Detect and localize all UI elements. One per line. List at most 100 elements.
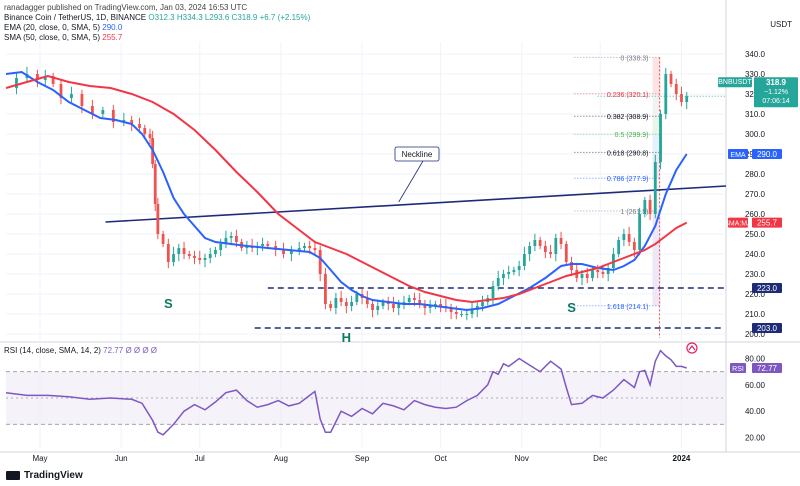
candle-body [203, 258, 207, 260]
candle-body [177, 248, 181, 254]
currency-label: USDT [770, 20, 792, 29]
ema-legend[interactable]: EMA (20, close, 0, SMA, 5) 290.0 [4, 23, 122, 32]
candle-body [324, 274, 327, 304]
x-tick-label: Oct [434, 454, 447, 463]
candle-body [313, 248, 317, 250]
candle-body [111, 110, 115, 122]
tag-value-box [752, 149, 782, 159]
candle-body [423, 304, 427, 308]
candle-body [15, 78, 18, 88]
candle-body [517, 266, 521, 270]
candle-body [632, 242, 636, 250]
rsi-tick-label: 20.00 [745, 433, 766, 442]
head-label: H [342, 330, 351, 345]
candle-body [685, 96, 689, 102]
axis-price-tag: SMA:MA 255.7 [724, 217, 782, 228]
axis-price-tag: EMA 290.0 [728, 149, 782, 159]
left-shoulder-label: S [164, 296, 173, 311]
candle-body [43, 76, 47, 80]
rsi-legend[interactable]: RSI (14, close, SMA, 14, 2) 72.77 Ø Ø Ø … [4, 346, 157, 355]
neckline[interactable]: Neckline [105, 146, 727, 223]
candle-body [143, 128, 147, 134]
sma-value: 255.7 [102, 33, 123, 42]
chart-annotations: S H S [164, 296, 698, 354]
bnbusdt-price-box [754, 77, 798, 108]
candle-body [182, 248, 186, 254]
candle-body [523, 254, 526, 266]
x-tick-label: Jul [195, 454, 205, 463]
candle-body [580, 274, 584, 278]
y-tick-label: 210.0 [745, 310, 766, 319]
candle-body [303, 246, 306, 248]
neckline-label: Neckline [402, 150, 433, 159]
bnbusdt-symbol: BNBUSDT [718, 79, 752, 86]
x-tick-label: Jun [115, 454, 128, 463]
fib-level-label: 0.5 (299.9) [615, 132, 649, 139]
candle-body [549, 252, 552, 254]
candle-body [449, 308, 453, 312]
candle-body [308, 246, 312, 248]
candle-body [502, 274, 505, 278]
publisher-line: ranadagger published on TradingView.com,… [4, 3, 248, 12]
candle-body [533, 240, 537, 246]
candle-body [224, 238, 228, 244]
tradingview-logo[interactable]: TradingView [6, 470, 83, 481]
tag-value: 203.0 [757, 324, 778, 333]
candle-body [392, 304, 395, 308]
candle-body [596, 270, 600, 272]
fib-band [652, 93, 661, 117]
candle-body [428, 306, 432, 308]
candle-body [282, 250, 285, 254]
candle-body [491, 286, 495, 298]
y-tick-label: 330.0 [745, 70, 766, 79]
candle-body [507, 272, 511, 274]
x-tick-label: May [32, 454, 47, 463]
tag-value-box [752, 323, 782, 333]
y-tick-label: 200.0 [745, 330, 766, 339]
fib-level-label: 1.618 (214.1) [607, 304, 649, 311]
candle-body [653, 162, 657, 214]
candle-body [512, 270, 516, 272]
fib-band [652, 134, 661, 153]
sma-legend[interactable]: SMA (50, close, 0, SMA, 5) 255.7 [4, 33, 122, 42]
fib-level-label: 1 (261.5) [621, 209, 649, 216]
rsi-tag-value: 72.77 [757, 364, 778, 373]
candle-body [130, 120, 134, 124]
candle-body [166, 244, 170, 262]
rsi-tick-label: 60.00 [745, 381, 766, 390]
candle-body [627, 234, 631, 242]
support-lines[interactable] [254, 287, 724, 329]
fibonacci-retracement[interactable]: 0 (338.3) 0.236 (320.1) 0.382 (308.9) 0.5 (… [574, 55, 661, 338]
symbol-name[interactable]: Binance Coin / TetherUS, 1D, BINANCE [4, 13, 147, 22]
alert-icon [686, 342, 698, 354]
rsi-panel [5, 349, 726, 436]
fib-level-label: 0.236 (320.1) [607, 92, 649, 99]
candle-body [481, 302, 484, 306]
y-tick-label: 260.0 [745, 210, 766, 219]
candle-body [554, 238, 558, 254]
ohlc-values: O312.3 H334.3 L293.6 C318.9 +6.7 (+2.15%… [148, 13, 311, 22]
candle-body [564, 244, 568, 262]
axis-price-tag: 203.0 [752, 323, 782, 333]
tag-label: EMA [730, 152, 746, 159]
symbol-header: Binance Coin / TetherUS, 1D, BINANCE O31… [4, 13, 310, 22]
candle-body [617, 240, 621, 254]
candle-body [381, 302, 385, 306]
ema-label: EMA (20, close, 0, SMA, 5) [4, 23, 101, 32]
candle-body [659, 114, 662, 162]
price-pane [0, 38, 800, 342]
x-tick-label: Aug [274, 454, 288, 463]
y-tick-label: 220.0 [745, 290, 766, 299]
candle-body [334, 298, 338, 308]
candle-body [638, 214, 641, 250]
candle-body [80, 94, 84, 106]
x-tick-label: Sep [355, 454, 370, 463]
candle-body [496, 278, 500, 286]
candle-body [371, 304, 374, 310]
candle-body [413, 298, 416, 300]
fib-band [652, 211, 661, 306]
bnbusdt-change: −1.12% [764, 89, 788, 96]
alert-icon-mark [688, 345, 696, 351]
rsi-extra: Ø Ø Ø Ø [125, 346, 157, 355]
